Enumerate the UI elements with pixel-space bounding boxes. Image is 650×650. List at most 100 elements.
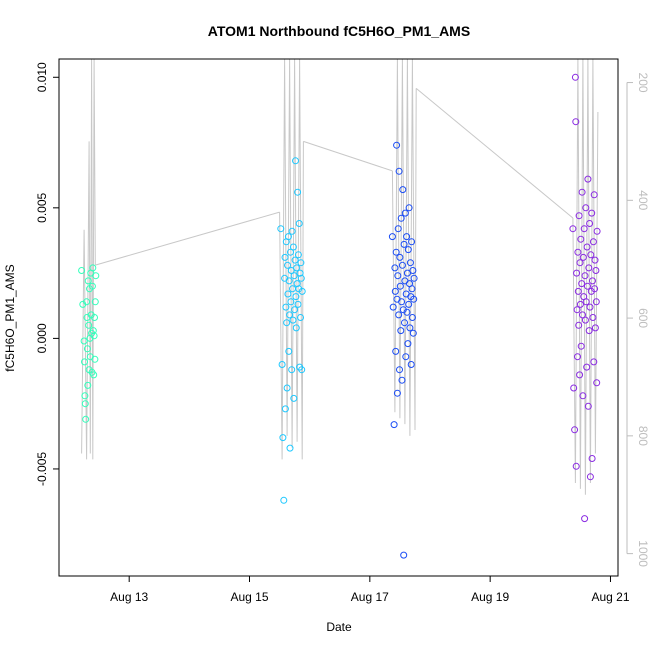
data-point <box>90 371 98 379</box>
data-point <box>398 261 406 269</box>
data-point <box>592 298 600 306</box>
x-tick-label: Aug 15 <box>230 590 268 604</box>
data-point <box>572 462 580 470</box>
data-point <box>287 248 294 256</box>
data-point <box>391 264 399 272</box>
data-point <box>90 332 98 340</box>
data-point <box>91 355 99 363</box>
data-point <box>396 366 403 374</box>
data-point <box>403 233 411 241</box>
y-tick-label: 0.005 <box>35 192 49 222</box>
data-point <box>391 287 399 295</box>
data-point <box>294 188 302 196</box>
data-point <box>582 204 590 212</box>
data-point <box>290 394 298 402</box>
x-tick-label: Aug 19 <box>471 590 509 604</box>
data-point <box>574 353 581 361</box>
data-point <box>83 298 91 306</box>
data-point <box>392 248 400 256</box>
data-point <box>286 444 294 452</box>
data-point <box>393 389 401 397</box>
y-tick-label: 0.010 <box>35 62 49 92</box>
data-point <box>579 253 587 261</box>
data-point <box>280 496 288 504</box>
x-axis: Aug 13 Aug 15 Aug 17 Aug 19 Aug 21 <box>110 576 630 604</box>
data-point <box>294 251 302 259</box>
data-point <box>284 233 292 241</box>
data-point <box>405 300 413 308</box>
data-point <box>296 269 304 277</box>
data-point <box>81 358 88 366</box>
secondary-y-tick-label: 600 <box>636 308 650 328</box>
data-point <box>586 473 594 481</box>
data-point <box>577 235 585 243</box>
secondary-line-segment <box>391 59 417 436</box>
data-point <box>589 314 597 321</box>
data-point <box>581 316 589 324</box>
data-point <box>591 285 599 293</box>
data-point <box>91 314 98 321</box>
data-point <box>397 327 405 335</box>
data-point <box>587 251 595 259</box>
data-point <box>298 366 306 374</box>
plot-frame <box>58 58 619 577</box>
data-point <box>591 256 599 264</box>
data-point <box>289 316 297 324</box>
data-point <box>402 353 410 361</box>
data-point <box>80 337 88 345</box>
data-point <box>84 381 92 389</box>
data-point <box>91 298 99 306</box>
points-layer <box>78 73 601 559</box>
data-point <box>593 227 601 235</box>
data-point <box>570 384 578 392</box>
data-point <box>287 298 295 306</box>
data-point <box>394 225 402 233</box>
data-point <box>589 277 596 285</box>
data-point <box>85 321 93 329</box>
data-point <box>408 285 416 293</box>
data-point <box>89 327 97 335</box>
data-point <box>398 376 406 384</box>
data-point <box>388 233 396 241</box>
x-tick-label: Aug 21 <box>591 590 629 604</box>
data-point <box>403 308 411 316</box>
data-point <box>394 272 402 280</box>
secondary-line-segment <box>303 140 393 172</box>
data-point <box>285 347 293 355</box>
y-axis-label: fC5H6O_PM1_AMS <box>3 264 17 371</box>
data-point <box>389 303 397 311</box>
data-point <box>401 209 409 217</box>
data-point <box>575 212 583 220</box>
data-point <box>575 321 583 329</box>
x-tick-label: Aug 13 <box>110 590 148 604</box>
data-point <box>396 253 404 261</box>
data-point <box>297 259 305 267</box>
y-axis: -0.005 0.000 0.005 0.010 <box>35 62 59 486</box>
x-tick-label: Aug 17 <box>351 590 389 604</box>
data-point <box>407 361 415 368</box>
data-point <box>281 405 289 413</box>
data-point <box>591 324 599 332</box>
data-point <box>569 225 577 233</box>
data-point <box>282 303 290 311</box>
x-axis-label: Date <box>326 620 352 634</box>
data-point <box>284 261 291 269</box>
data-point <box>279 434 287 442</box>
data-point <box>84 277 92 285</box>
data-point <box>571 73 579 81</box>
data-point <box>572 118 580 126</box>
data-point <box>288 366 296 374</box>
data-point <box>287 267 295 274</box>
data-point <box>574 287 582 295</box>
data-point <box>292 157 299 165</box>
data-point <box>397 214 405 222</box>
secondary-y-tick-label: 400 <box>636 190 650 210</box>
data-point <box>390 421 398 429</box>
data-point <box>400 240 408 248</box>
data-point <box>583 243 591 251</box>
data-point <box>298 287 306 295</box>
data-point <box>573 269 581 277</box>
data-point <box>576 371 584 379</box>
data-point <box>409 329 417 337</box>
